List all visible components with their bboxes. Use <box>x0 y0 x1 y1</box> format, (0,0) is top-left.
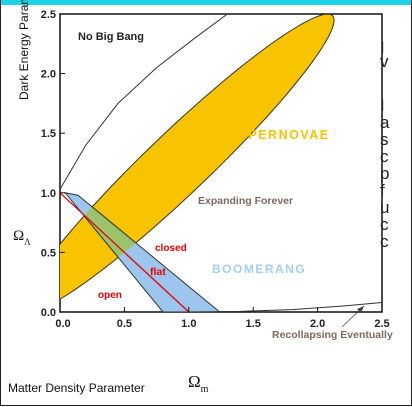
y-axis-label: Dark Energy Parameter <box>17 0 31 100</box>
x-tick-label: 0.5 <box>117 318 132 330</box>
y-tick-label: 2.0 <box>41 69 56 81</box>
open-label: open <box>98 290 122 301</box>
x-tick-label: 2.0 <box>310 318 325 330</box>
y-tick-label: 0.0 <box>41 307 56 319</box>
side-text-letter: u <box>380 198 390 217</box>
side-text-letter: I <box>380 38 385 57</box>
recollapsing-label: Recollapsing Eventually <box>272 329 393 341</box>
y-tick-label: 1.0 <box>41 188 56 200</box>
x-tick-label: 1.0 <box>181 318 196 330</box>
side-text-letter: v <box>380 52 389 71</box>
side-text-letter: a <box>380 113 390 132</box>
x-axis-symbol: Ωm <box>188 372 209 395</box>
x-tick-label: 1.5 <box>246 318 261 330</box>
side-text-letter: s <box>380 130 389 149</box>
y-tick-label: 1.5 <box>41 128 56 140</box>
plot-area <box>59 13 383 313</box>
side-text-letter: I <box>380 96 385 115</box>
side-text-letter: c <box>380 215 389 234</box>
top-accent-bar <box>0 0 412 5</box>
side-text-letter: p <box>380 164 390 183</box>
x-axis-label: Matter Density Parameter <box>8 381 145 395</box>
flat-label: flat <box>150 266 166 278</box>
y-tick-label: 0.5 <box>41 247 56 259</box>
recollapse-arrowhead <box>357 306 364 313</box>
y-tick-label: 2.5 <box>41 9 56 21</box>
supernovae-region <box>60 14 335 300</box>
recollapse-boundary <box>188 302 382 312</box>
no-big-bang-boundary <box>60 14 228 190</box>
y-axis-symbol: ΩΛ <box>13 228 31 247</box>
supernovae-label: SUPERNOVAE <box>228 128 330 142</box>
x-tick-label: 2.5 <box>374 318 389 330</box>
expanding-forever-label: Expanding Forever <box>198 195 293 207</box>
side-text-letter: c <box>380 147 389 166</box>
side-text-letter: c <box>380 232 389 251</box>
no-big-bang-label: No Big Bang <box>78 31 144 43</box>
side-text-letter: f <box>380 181 385 200</box>
x-tick-label-origin: 0.0 <box>55 318 70 330</box>
closed-label: closed <box>155 243 187 254</box>
boomerang-label: BOOMERANG <box>212 262 306 276</box>
flat-line <box>60 192 190 312</box>
